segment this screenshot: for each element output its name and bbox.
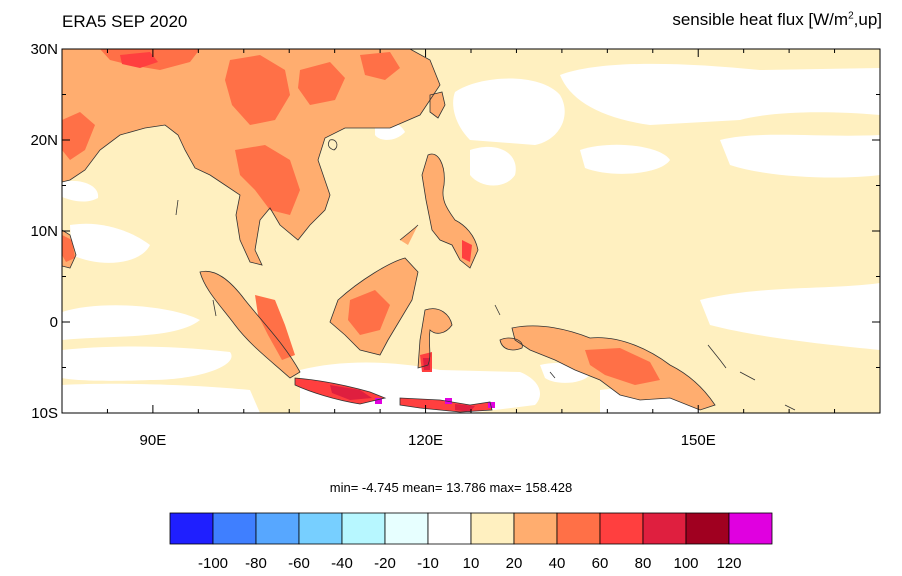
colorbar-swatch: [642, 512, 687, 545]
axis-ticks: [61, 48, 881, 414]
colorbar-swatch: [298, 512, 343, 545]
low-flux-regions: [62, 52, 880, 413]
map-title: ERA5 SEP 2020: [62, 12, 188, 31]
variable-title: sensible heat flux [W/m2,up]: [672, 10, 882, 29]
x-tick-label: 120E: [408, 432, 443, 449]
land-flux-high: [62, 49, 660, 385]
land-flux-extreme: [330, 358, 475, 412]
colorbar: [169, 512, 773, 545]
y-tick-label: 20N: [30, 132, 58, 149]
colorbar-label: -80: [245, 555, 267, 572]
axis-tick-labels: 90E 120E 150E 30N 20N 10N 0 10S: [30, 41, 715, 449]
colorbar-swatch: [599, 512, 644, 545]
statistics-summary: min= -4.745 mean= 13.786 max= 158.428: [329, 480, 573, 495]
colorbar-label: -20: [374, 555, 396, 572]
y-tick-label: 10N: [30, 223, 58, 240]
y-tick-label: 0: [50, 314, 58, 331]
x-tick-label: 90E: [140, 432, 167, 449]
colorbar-swatch: [685, 512, 730, 545]
colorbar-label: 80: [635, 555, 652, 572]
x-tick-label: 150E: [681, 432, 716, 449]
colorbar-label: -100: [198, 555, 228, 572]
colorbar-label: 120: [716, 555, 741, 572]
colorbar-labels: -100 -80 -60 -40 -20 -10 10 20 40 60 80 100 120: [198, 555, 742, 572]
map-plot-area: [62, 49, 880, 413]
colorbar-swatch: [212, 512, 257, 545]
colorbar-label: -40: [331, 555, 353, 572]
colorbar-label: 10: [463, 555, 480, 572]
colorbar-label: -10: [417, 555, 439, 572]
colorbar-label: 20: [506, 555, 523, 572]
colorbar-swatch: [470, 512, 515, 545]
colorbar-swatch: [513, 512, 558, 545]
colorbar-label: 40: [549, 555, 566, 572]
y-tick-label: 30N: [30, 41, 58, 58]
colorbar-swatch: [556, 512, 601, 545]
colorbar-swatch: [341, 512, 386, 545]
coastlines: [62, 49, 796, 413]
colorbar-swatch: [169, 512, 214, 545]
colorbar-label: 100: [673, 555, 698, 572]
colorbar-swatch: [255, 512, 300, 545]
colorbar-label: -60: [288, 555, 310, 572]
colorbar-label: 60: [592, 555, 609, 572]
colorbar-swatch: [728, 512, 773, 545]
colorbar-swatch: [384, 512, 429, 545]
y-tick-label: 10S: [31, 405, 58, 422]
colorbar-swatch: [427, 512, 472, 545]
